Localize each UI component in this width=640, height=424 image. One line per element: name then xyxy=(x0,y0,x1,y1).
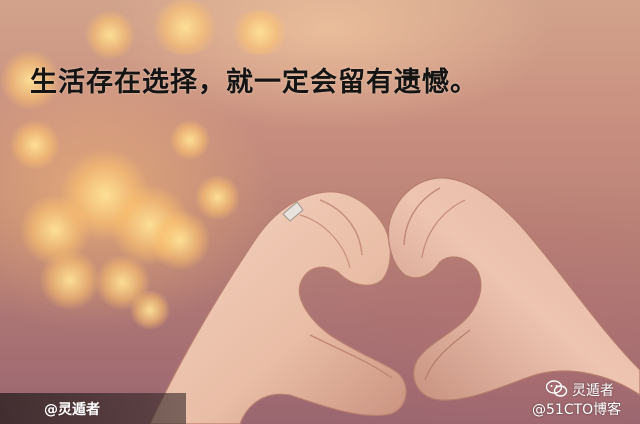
left-finger-crease xyxy=(319,199,363,256)
wechat-icon xyxy=(546,380,568,397)
right-thumb-crease xyxy=(424,329,471,381)
right-finger-crease xyxy=(403,187,441,246)
watermark-left-bar xyxy=(0,393,186,424)
left-finger-crease xyxy=(299,214,351,269)
right-finger-crease xyxy=(421,199,466,259)
right-hand xyxy=(387,177,640,401)
watermark-left-text: @灵遁者 xyxy=(44,402,100,418)
watermark-right-name: 灵遁者 xyxy=(572,383,614,399)
headline-text: 生活存在选择，就一定会留有遗憾。 xyxy=(30,67,478,98)
left-thumb-crease xyxy=(309,334,393,379)
ring xyxy=(282,201,304,222)
left-hand xyxy=(149,191,407,424)
watermark-right-site: @51CTO博客 xyxy=(532,402,622,418)
